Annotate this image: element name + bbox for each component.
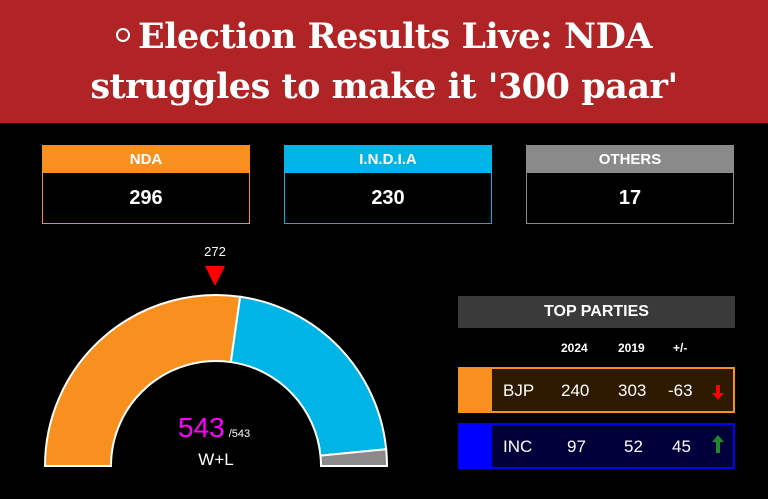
party-seats-2019: 303	[618, 381, 647, 400]
headline-line-2: struggles to make it '300 paar'	[90, 66, 678, 107]
majority-marker-icon	[205, 266, 225, 286]
arrow-up-icon	[712, 435, 724, 453]
col-header-2024: 2024	[561, 341, 588, 355]
party-seats-2024: 97	[567, 437, 586, 456]
tally-india-seats: 230	[371, 187, 405, 209]
party-seats-2019: 52	[624, 437, 643, 456]
party-name: BJP	[503, 381, 535, 400]
party-color-swatch	[460, 425, 492, 467]
gauge-total: 543/543	[178, 412, 250, 443]
gauge-segment-others	[319, 448, 389, 467]
gauge-total-declared: 543	[178, 412, 225, 443]
tally-india: I.N.D.I.A 230	[284, 145, 492, 224]
tally-nda-name: NDA	[43, 146, 249, 173]
party-name: INC	[503, 437, 533, 456]
headline-text-1: Election Results Live: NDA	[138, 16, 652, 57]
arrow-down-icon	[712, 385, 724, 400]
tally-others-name: OTHERS	[527, 146, 733, 173]
tally-others: OTHERS 17	[526, 145, 734, 224]
headline-banner: Election Results Live: NDA struggles to …	[0, 0, 768, 123]
gauge-total-seats: /543	[229, 428, 250, 440]
party-row-bjp: BJP 240 303 -63	[458, 367, 735, 413]
col-header-2019: 2019	[618, 341, 645, 355]
party-seats-2024: 240	[561, 381, 590, 400]
headline-line-1: Election Results Live: NDA	[0, 16, 768, 58]
col-header-change: +/-	[673, 341, 688, 355]
top-parties-title: TOP PARTIES	[458, 296, 735, 328]
tally-nda-seats: 296	[129, 187, 163, 209]
gauge-segment-nda	[43, 294, 242, 467]
tally-others-seats: 17	[618, 187, 642, 209]
tally-nda: NDA 296	[42, 145, 250, 224]
bullet-icon	[116, 27, 131, 42]
party-change: -63	[668, 381, 693, 400]
party-change: 45	[672, 437, 691, 456]
gauge-label: W+L	[198, 450, 233, 469]
majority-label: 272	[204, 244, 226, 259]
party-row-inc: INC 97 52 45	[458, 423, 735, 469]
party-color-swatch	[460, 369, 492, 411]
gauge-segment-india	[229, 295, 388, 457]
tally-india-name: I.N.D.I.A	[285, 146, 491, 173]
